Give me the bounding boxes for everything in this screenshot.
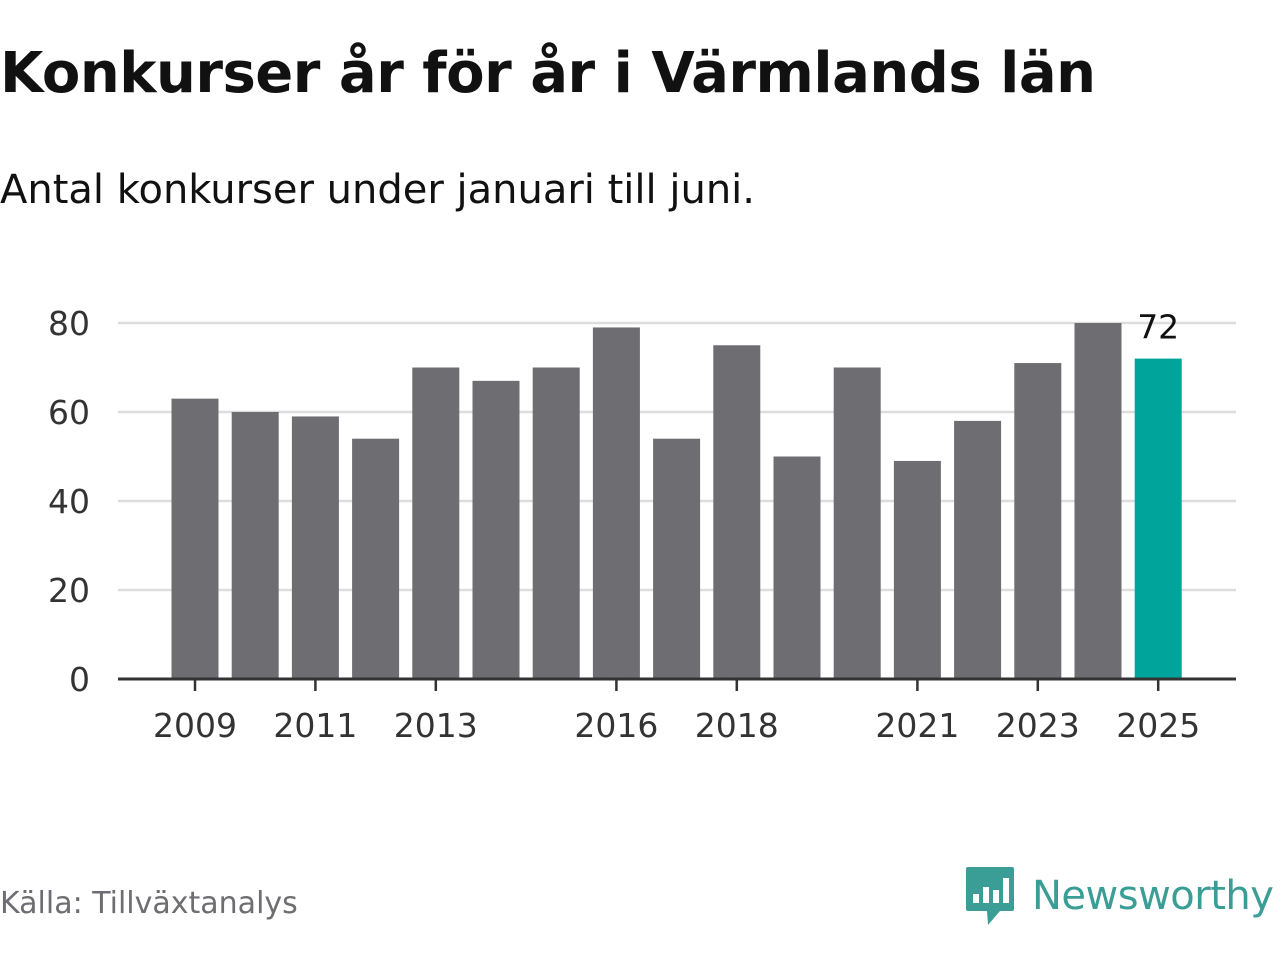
x-tick-label: 2016 [574, 706, 658, 745]
brand-name: Newsworthy [1032, 873, 1274, 919]
x-tick-label: 2009 [153, 706, 237, 745]
bar [412, 367, 460, 679]
chart-subtitle: Antal konkurser under januari till juni. [0, 167, 755, 213]
bar [833, 367, 881, 679]
source-note: Källa: Tillväxtanalys [0, 886, 298, 921]
bar [352, 438, 400, 679]
y-tick-label: 60 [48, 393, 90, 432]
bar [592, 327, 640, 679]
data-label: 72 [1137, 308, 1179, 347]
bar-highlight [1134, 358, 1182, 679]
bar [773, 456, 821, 679]
x-tick-label: 2021 [875, 706, 959, 745]
bar [472, 380, 520, 679]
brand-logo: Newsworthy [964, 864, 1274, 928]
chart-title: Konkurser år för år i Värmlands län [0, 41, 1096, 106]
bar [1014, 363, 1062, 679]
x-tick-label: 2011 [273, 706, 357, 745]
y-tick-label: 80 [48, 304, 90, 343]
newsworthy-logo-icon [966, 867, 1014, 925]
y-tick-label: 20 [48, 571, 90, 610]
bar [713, 345, 761, 679]
x-tick-label: 2018 [695, 706, 779, 745]
x-tick-label: 2023 [996, 706, 1080, 745]
x-tick-label: 2013 [394, 706, 478, 745]
bar-chart: 0 20 40 60 80 2009 2011 2013 2016 2018 2021 2023 202… [48, 304, 1236, 745]
bar [171, 398, 219, 679]
bar [1074, 323, 1122, 679]
y-tick-label: 40 [48, 482, 90, 521]
y-tick-label: 0 [69, 660, 90, 699]
bar [291, 416, 339, 679]
bar [231, 412, 279, 679]
bar [893, 460, 941, 679]
bar [954, 420, 1002, 679]
x-tick-label: 2025 [1116, 706, 1200, 745]
bar [532, 367, 580, 679]
bar [653, 438, 701, 679]
